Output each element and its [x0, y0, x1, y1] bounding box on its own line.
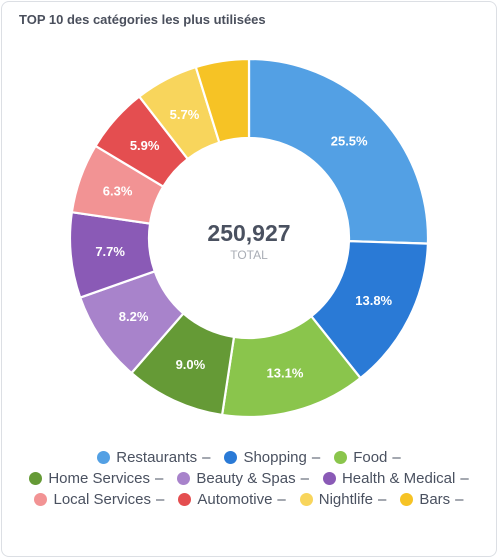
legend-item-bars[interactable]: Bars –	[400, 490, 464, 509]
slice-label-food: 13.1%	[267, 365, 304, 380]
chart-title: TOP 10 des catégories les plus utilisées	[19, 12, 266, 27]
legend-label-health-and-medical: Health & Medical	[341, 470, 456, 487]
legend-label-beauty-and-spas: Beauty & Spas	[196, 470, 296, 487]
legend-label-restaurants: Restaurants	[116, 449, 198, 466]
legend-swatch-home-services	[29, 472, 43, 485]
legend-swatch-bars	[400, 493, 414, 506]
slice-label-home-services: 9.0%	[176, 357, 206, 372]
donut-chart: 25.5%13.8%13.1%9.0%8.2%7.7%6.3%5.9%5.7% …	[68, 57, 430, 419]
legend-swatch-restaurants	[97, 451, 111, 464]
legend-item-restaurants[interactable]: Restaurants –	[97, 448, 210, 467]
legend-dash: –	[277, 491, 286, 508]
center-total-label: TOTAL	[230, 248, 268, 262]
legend-item-health-and-medical[interactable]: Health & Medical –	[322, 469, 469, 488]
legend-label-shopping: Shopping	[243, 449, 307, 466]
slice-label-beauty-and-spas: 8.2%	[119, 309, 149, 324]
legend-label-automotive: Automotive	[197, 491, 273, 508]
legend-dash: –	[455, 491, 464, 508]
legend-item-beauty-and-spas[interactable]: Beauty & Spas –	[177, 469, 309, 488]
legend-label-home-services: Home Services	[48, 470, 151, 487]
legend-dash: –	[460, 470, 469, 487]
legend-label-local-services: Local Services	[53, 491, 152, 508]
slice-label-restaurants: 25.5%	[331, 133, 368, 148]
center-total-value: 250,927	[207, 220, 290, 246]
legend-dash: –	[311, 449, 321, 466]
legend-swatch-nightlife	[299, 493, 313, 506]
legend-item-local-services[interactable]: Local Services –	[34, 490, 164, 509]
slice-label-shopping: 13.8%	[355, 293, 392, 308]
legend-label-nightlife: Nightlife	[318, 491, 373, 508]
legend-swatch-health-and-medical	[322, 472, 336, 485]
legend-item-home-services[interactable]: Home Services –	[29, 469, 163, 488]
legend-label-bars: Bars	[419, 491, 451, 508]
legend-item-food[interactable]: Food –	[334, 448, 401, 467]
legend-dash: –	[377, 491, 387, 508]
legend-dash: –	[156, 491, 165, 508]
legend-label-food: Food	[353, 449, 388, 466]
legend-dash: –	[202, 449, 211, 466]
legend-swatch-local-services	[34, 493, 48, 506]
chart-legend: Restaurants – Shopping – Food – Home Services –…	[18, 448, 480, 509]
slice-label-local-services: 6.3%	[103, 184, 133, 199]
legend-item-shopping[interactable]: Shopping –	[224, 448, 320, 467]
legend-swatch-shopping	[224, 451, 238, 464]
slice-restaurants[interactable]	[247, 57, 430, 245]
legend-dash: –	[300, 470, 309, 487]
legend-swatch-food	[334, 451, 348, 464]
legend-dash: –	[155, 470, 164, 487]
slice-label-automotive: 5.9%	[130, 138, 160, 153]
slice-label-health-and-medical: 7.7%	[95, 244, 125, 259]
legend-item-nightlife[interactable]: Nightlife –	[299, 490, 387, 509]
slice-bars[interactable]	[194, 57, 251, 144]
legend-swatch-automotive	[178, 493, 192, 506]
legend-item-automotive[interactable]: Automotive –	[178, 490, 286, 509]
legend-swatch-beauty-and-spas	[177, 472, 191, 485]
legend-dash: –	[392, 449, 401, 466]
slice-label-nightlife: 5.7%	[170, 107, 200, 122]
